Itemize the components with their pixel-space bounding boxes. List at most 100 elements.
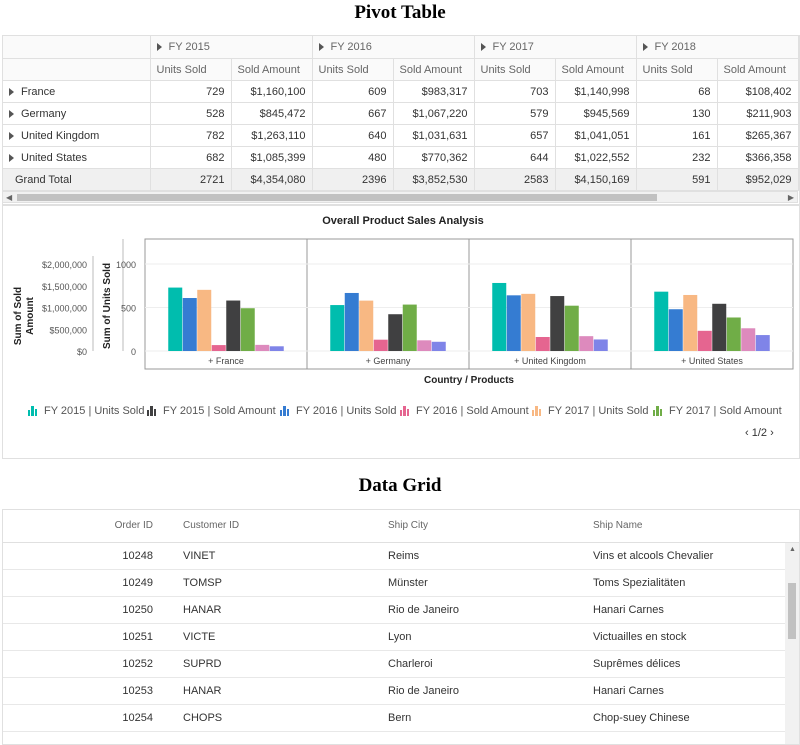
grid-cell: 10250: [122, 604, 153, 616]
pivot-value-cell: 682: [150, 146, 232, 169]
bar: [255, 344, 270, 351]
pivot-row-header[interactable]: France: [3, 80, 151, 103]
legend-item[interactable]: FY 2017 | Sold Amount: [653, 405, 782, 417]
legend-pager[interactable]: ‹ 1/2 ›: [745, 427, 774, 439]
legend-label: FY 2015 | Sold Amount: [163, 405, 276, 417]
grid-column-header[interactable]: Customer ID: [183, 520, 240, 531]
pivot-value-cell: 2721: [150, 168, 232, 191]
grid-cell: Münster: [388, 577, 428, 589]
pivot-horizontal-scrollbar[interactable]: ◀ ▶: [2, 191, 798, 203]
expand-arrow-icon[interactable]: [480, 43, 486, 51]
bar: [211, 345, 226, 351]
grid-cell: Hanari Carnes: [593, 604, 664, 616]
x-axis-title: Country / Products: [424, 375, 514, 386]
bar: [712, 303, 727, 351]
bar-chart-icon: [653, 406, 663, 416]
grid-cell: Charleroi: [388, 658, 433, 670]
pivot-year-header[interactable]: FY 2017: [474, 36, 637, 59]
pivot-measure-header[interactable]: Units Sold: [474, 58, 556, 81]
table-row[interactable]: 10251 VICTE Lyon Victuailles en stock: [3, 623, 785, 651]
grid-cell: Suprêmes délices: [593, 658, 681, 670]
pivot-measure-header[interactable]: Units Sold: [312, 58, 394, 81]
grid-column-header[interactable]: Order ID: [114, 520, 153, 531]
pivot-measure-header[interactable]: Sold Amount: [555, 58, 637, 81]
pivot-row-header[interactable]: United Kingdom: [3, 124, 151, 147]
grid-cell: Lyon: [388, 631, 412, 643]
expand-arrow-icon[interactable]: [9, 131, 14, 140]
grid-cell: 10254: [122, 712, 153, 724]
expand-arrow-icon[interactable]: [9, 153, 14, 162]
pivot-measure-header[interactable]: Units Sold: [636, 58, 718, 81]
amount-tick-label: $1,000,000: [42, 304, 87, 314]
pivot-value-cell: 609: [312, 80, 394, 103]
expand-arrow-icon[interactable]: [318, 43, 324, 51]
row-label: Germany: [21, 107, 67, 120]
chart-title: Overall Product Sales Analysis: [322, 215, 484, 227]
grid-cell: 10253: [122, 685, 153, 697]
legend-item[interactable]: FY 2015 | Units Sold: [28, 405, 145, 417]
pivot-measure-header[interactable]: Units Sold: [150, 58, 232, 81]
expand-arrow-icon[interactable]: [9, 109, 14, 118]
pivot-value-cell: $265,367: [717, 124, 799, 147]
bar: [344, 292, 359, 351]
legend-item[interactable]: FY 2016 | Sold Amount: [400, 405, 529, 417]
expand-arrow-icon[interactable]: [642, 43, 648, 51]
bar-chart-icon: [280, 406, 290, 416]
expand-arrow-icon[interactable]: [156, 43, 162, 51]
pager-prev-icon[interactable]: ‹: [745, 427, 749, 439]
bar: [521, 293, 536, 351]
pivot-year-header[interactable]: FY 2018: [636, 36, 799, 59]
scroll-left-arrow-icon[interactable]: ◀: [6, 193, 13, 202]
bar: [741, 328, 756, 351]
category-label: + United States: [681, 356, 743, 366]
scroll-up-arrow-icon[interactable]: ▲: [789, 546, 796, 553]
year-label: FY 2017: [492, 41, 534, 53]
scrollbar-thumb[interactable]: [17, 194, 657, 201]
pivot-row-header[interactable]: Germany: [3, 102, 151, 125]
pivot-row: United Kingdom 782 $1,263,110 640 $1,031,631…: [3, 124, 799, 147]
legend-item[interactable]: FY 2015 | Sold Amount: [147, 405, 276, 417]
legend-item[interactable]: FY 2016 | Units Sold: [280, 405, 397, 417]
pivot-measure-header[interactable]: Sold Amount: [717, 58, 799, 81]
bar: [550, 296, 565, 351]
pivot-value-cell: $1,085,399: [231, 146, 313, 169]
pager-text: 1/2: [751, 427, 768, 439]
scrollbar-thumb[interactable]: [788, 583, 796, 639]
pivot-title: Pivot Table: [354, 2, 446, 23]
pivot-value-cell: $1,041,051: [555, 124, 637, 147]
pivot-measure-header[interactable]: Sold Amount: [393, 58, 475, 81]
year-label: FY 2015: [168, 41, 210, 53]
grid-vertical-scrollbar[interactable]: ▲: [785, 543, 799, 744]
pivot-year-header[interactable]: FY 2016: [312, 36, 475, 59]
grid-column-header[interactable]: Ship Name: [593, 520, 643, 531]
pivot-row-header[interactable]: United States: [3, 146, 151, 169]
pivot-row: United States 682 $1,085,399 480 $770,362 644…: [3, 146, 799, 169]
scroll-right-arrow-icon[interactable]: ▶: [787, 193, 794, 202]
table-row[interactable]: 10250 HANAR Rio de Janeiro Hanari Carnes: [3, 596, 785, 624]
pager-next-icon[interactable]: ›: [770, 427, 774, 439]
table-row[interactable]: 10248 VINET Reims Vins et alcools Chevalier: [3, 542, 785, 570]
pivot-value-cell: $1,160,100: [231, 80, 313, 103]
table-row[interactable]: 10249 TOMSP Münster Toms Spezialitäten: [3, 569, 785, 597]
pivot-value-cell: $1,140,998: [555, 80, 637, 103]
amount-tick-label: $1,500,000: [42, 282, 87, 292]
expand-arrow-icon[interactable]: [9, 87, 14, 96]
legend-item[interactable]: FY 2017 | Units Sold: [532, 405, 649, 417]
units-tick-label: 0: [131, 347, 136, 357]
pivot-value-cell: 480: [312, 146, 394, 169]
grid-column-header[interactable]: Ship City: [388, 520, 429, 531]
grid-cell: VINET: [183, 550, 216, 562]
table-row[interactable]: 10253 HANAR Rio de Janeiro Hanari Carnes: [3, 677, 785, 705]
category-label: + France: [208, 356, 244, 366]
pivot-measure-header[interactable]: Sold Amount: [231, 58, 313, 81]
bar: [402, 304, 417, 351]
bar: [417, 340, 432, 351]
pivot-value-cell: $3,852,530: [393, 168, 475, 191]
pivot-year-header[interactable]: FY 2015: [150, 36, 313, 59]
pivot-value-cell: $1,022,552: [555, 146, 637, 169]
table-row[interactable]: 10252 SUPRD Charleroi Suprêmes délices: [3, 650, 785, 678]
bar: [683, 294, 698, 351]
legend-label: FY 2017 | Units Sold: [548, 405, 649, 417]
table-row[interactable]: 10254 CHOPS Bern Chop-suey Chinese: [3, 704, 785, 732]
pivot-value-cell: 2396: [312, 168, 394, 191]
